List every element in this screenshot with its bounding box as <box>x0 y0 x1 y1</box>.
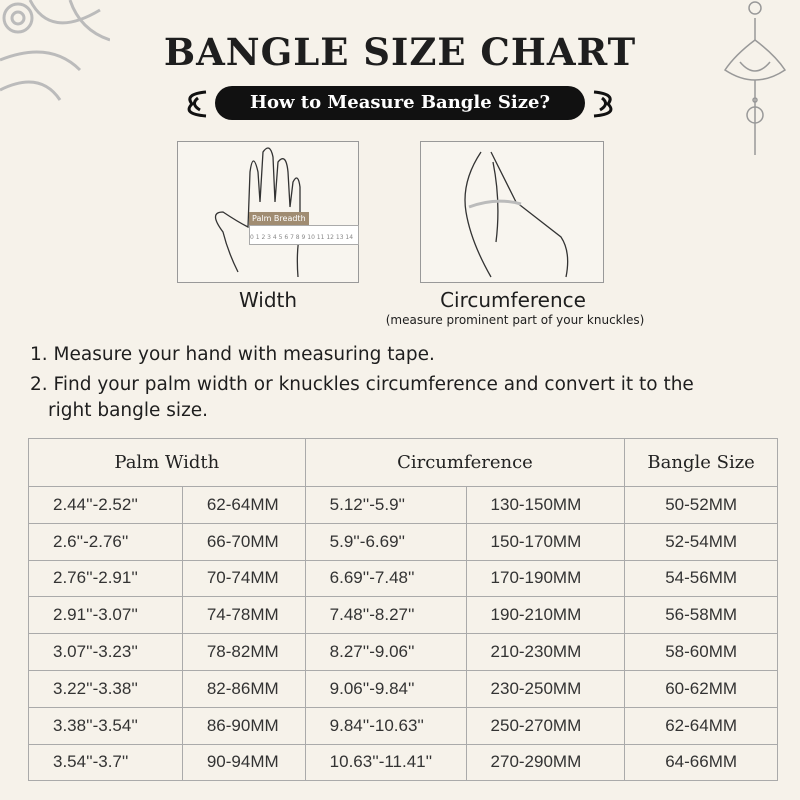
circumference-mm-cell: 190-210MM <box>465 596 626 635</box>
circumference-mm-cell: 150-170MM <box>465 522 626 561</box>
bangle-size-cell: 54-56MM <box>624 559 778 598</box>
bangle-size-cell: 50-52MM <box>624 486 778 524</box>
circumference-inch-cell: 5.9''-6.69'' <box>304 522 467 561</box>
palm-width-inch-cell: 2.44''-2.52'' <box>28 486 183 524</box>
step-2-continued: right bangle size. <box>48 400 209 421</box>
bangle-size-cell: 58-60MM <box>624 633 778 671</box>
circumference-inch-cell: 5.12''-5.9'' <box>304 486 467 524</box>
palm-width-inch-cell: 3.07''-3.23'' <box>28 633 183 671</box>
hand-tape-icon <box>464 151 569 278</box>
palm-width-mm-cell: 90-94MM <box>181 743 306 782</box>
circumference-inch-cell: 7.48''-8.27'' <box>304 596 467 635</box>
table-row: 2.6''-2.76'' 66-70MM 5.9''-6.69'' 150-170MM… <box>28 522 778 561</box>
circumference-illustration <box>420 141 604 283</box>
hanging-lotus-icon <box>723 1 787 155</box>
header-palm-width: Palm Width <box>28 438 306 487</box>
palm-width-mm-cell: 86-90MM <box>181 706 306 745</box>
right-swirl-ornament-icon <box>593 90 613 118</box>
palm-width-inch-cell: 3.54''-3.7'' <box>28 743 183 782</box>
palm-width-inch-cell: 2.6''-2.76'' <box>28 522 183 561</box>
circumference-mm-cell: 130-150MM <box>465 486 626 524</box>
circumference-caption: Circumference <box>440 288 586 312</box>
bangle-size-cell: 62-64MM <box>624 706 778 745</box>
table-row: 3.38''-3.54'' 86-90MM 9.84''-10.63'' 250-27… <box>28 706 778 745</box>
table-row: 2.76''-2.91'' 70-74MM 6.69''-7.48'' 170-190… <box>28 559 778 598</box>
header-circumference: Circumference <box>304 438 626 487</box>
circumference-mm-cell: 230-250MM <box>465 669 626 708</box>
circumference-inch-cell: 9.06''-9.84'' <box>304 669 467 708</box>
table-row: 2.44''-2.52'' 62-64MM 5.12''-5.9'' 130-150M… <box>28 486 778 524</box>
ruler: 0 1 2 3 4 5 6 7 8 9 10 11 12 13 14 <box>249 225 359 245</box>
bangle-size-cell: 56-58MM <box>624 596 778 635</box>
step-2: 2. Find your palm width or knuckles circ… <box>30 374 694 395</box>
palm-hand-icon <box>214 147 301 278</box>
table-row: 3.54''-3.7'' 90-94MM 10.63''-11.41'' 270-29… <box>28 743 778 782</box>
bangle-size-cell: 64-66MM <box>624 743 778 782</box>
circumference-mm-cell: 170-190MM <box>465 559 626 598</box>
bangle-size-cell: 52-54MM <box>624 522 778 561</box>
circumference-inch-cell: 6.69''-7.48'' <box>304 559 467 598</box>
circumference-note: (measure prominent part of your knuckles… <box>385 313 645 327</box>
palm-width-mm-cell: 82-86MM <box>181 669 306 708</box>
size-table: Palm Width Circumference Bangle Size 2.4… <box>28 438 778 782</box>
circumference-mm-cell: 210-230MM <box>465 633 626 671</box>
palm-width-mm-cell: 66-70MM <box>181 522 306 561</box>
circumference-mm-cell: 270-290MM <box>465 743 626 782</box>
palm-width-inch-cell: 3.22''-3.38'' <box>28 669 183 708</box>
circumference-inch-cell: 8.27''-9.06'' <box>304 633 467 671</box>
palm-width-mm-cell: 62-64MM <box>181 486 306 524</box>
lotus-ornament-icon <box>0 0 110 101</box>
step-1: 1. Measure your hand with measuring tape… <box>30 344 435 365</box>
page-title: BANGLE SIZE CHART <box>163 30 637 74</box>
palm-width-mm-cell: 74-78MM <box>181 596 306 635</box>
ruler-label: Palm Breadth <box>249 212 309 225</box>
circumference-inch-cell: 9.84''-10.63'' <box>304 706 467 745</box>
section-heading: How to Measure Bangle Size? <box>215 86 585 120</box>
header-bangle-size: Bangle Size <box>624 438 778 487</box>
table-row: 3.22''-3.38'' 82-86MM 9.06''-9.84'' 230-250… <box>28 669 778 708</box>
circumference-mm-cell: 250-270MM <box>465 706 626 745</box>
palm-width-inch-cell: 3.38''-3.54'' <box>28 706 183 745</box>
circumference-inch-cell: 10.63''-11.41'' <box>304 743 467 782</box>
bangle-size-cell: 60-62MM <box>624 669 778 708</box>
width-caption: Width <box>238 288 298 312</box>
palm-width-inch-cell: 2.91''-3.07'' <box>28 596 183 635</box>
table-row: 2.91''-3.07'' 74-78MM 7.48''-8.27'' 190-210… <box>28 596 778 635</box>
table-row: 3.07''-3.23'' 78-82MM 8.27''-9.06'' 210-230… <box>28 633 778 671</box>
width-illustration: Palm Breadth 0 1 2 3 4 5 6 7 8 9 10 11 1… <box>177 141 359 283</box>
table-header-row: Palm Width Circumference Bangle Size <box>28 438 778 487</box>
palm-width-mm-cell: 70-74MM <box>181 559 306 598</box>
palm-width-inch-cell: 2.76''-2.91'' <box>28 559 183 598</box>
left-swirl-ornament-icon <box>187 90 207 118</box>
palm-width-mm-cell: 78-82MM <box>181 633 306 671</box>
